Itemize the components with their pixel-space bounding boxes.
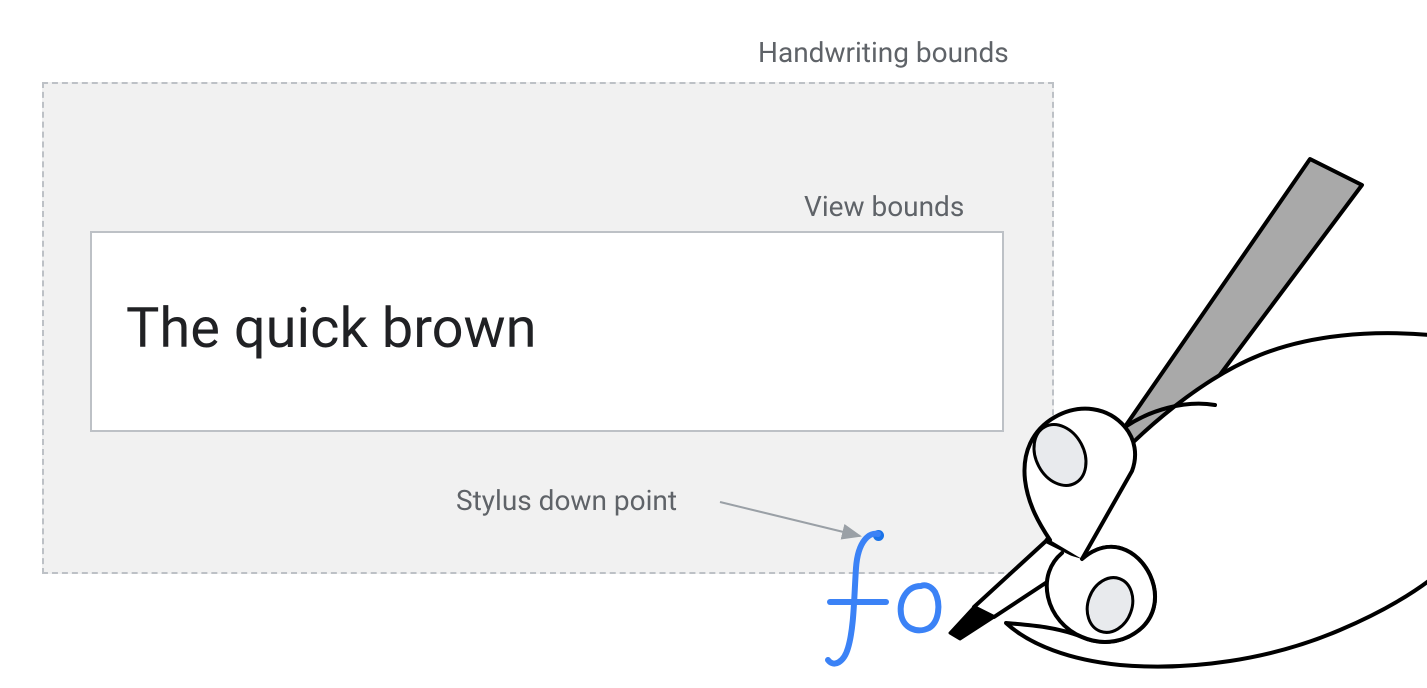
hand-outline — [1006, 333, 1427, 666]
hand-stylus-illustration — [910, 155, 1427, 675]
handwriting-bounds-label: Handwriting bounds — [758, 36, 1009, 69]
text-input-content: The quick brown — [126, 295, 537, 361]
stylus-down-point-label: Stylus down point — [456, 484, 677, 517]
